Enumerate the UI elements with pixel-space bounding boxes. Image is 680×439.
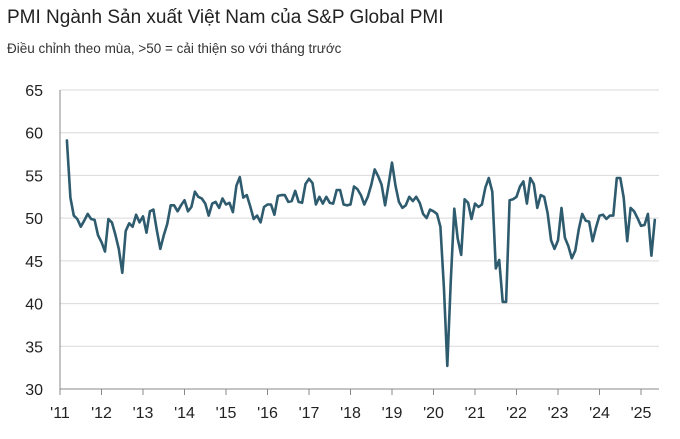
x-tick-label: '24 (589, 405, 610, 422)
x-axis-ticks: '11 '12 '13 '14 '15 '16 '17 '18 '19 '20 '21 '22 '23 '… (50, 389, 652, 422)
y-tick-label: 60 (25, 126, 43, 143)
y-tick-label: 45 (25, 254, 43, 271)
x-tick-label: '13 (133, 405, 154, 422)
chart-subtitle: Điều chỉnh theo mùa, >50 = cải thiện so … (7, 41, 342, 56)
y-axis-ticks: 65 60 55 50 45 40 35 30 (25, 83, 43, 399)
x-tick-label: '17 (299, 405, 320, 422)
y-tick-label: 40 (25, 297, 43, 314)
x-axis (59, 90, 659, 390)
x-tick-label: '16 (257, 405, 278, 422)
x-tick-label: '23 (548, 405, 569, 422)
x-tick-label: '18 (340, 405, 361, 422)
x-tick-label: '11 (50, 405, 70, 422)
y-tick-label: 65 (25, 83, 43, 100)
y-tick-label: 35 (25, 339, 43, 356)
x-tick-label: '25 (631, 405, 652, 422)
x-tick-label: '12 (91, 405, 112, 422)
y-tick-label: 55 (25, 168, 43, 185)
y-tick-label: 50 (25, 211, 43, 228)
y-tick-label: 30 (25, 382, 43, 399)
pmi-series-line (65, 139, 657, 368)
x-tick-label: '14 (174, 405, 195, 422)
gridlines (60, 89, 659, 347)
x-tick-label: '20 (423, 405, 444, 422)
x-tick-label: '21 (465, 405, 486, 422)
x-tick-label: '15 (216, 405, 237, 422)
x-tick-label: '19 (382, 405, 403, 422)
x-tick-label: '22 (506, 405, 527, 422)
chart-title: PMI Ngành Sản xuất Việt Nam của S&P Glob… (7, 7, 444, 28)
